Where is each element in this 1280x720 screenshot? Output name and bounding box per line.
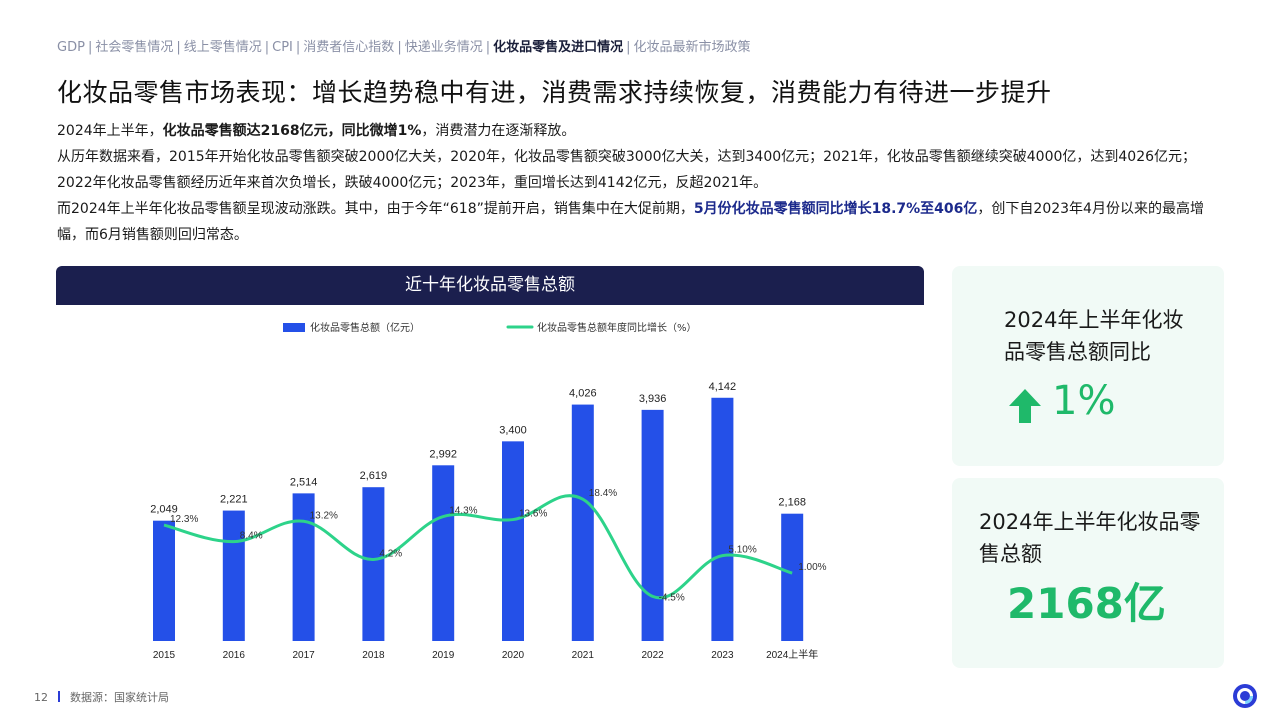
chart-card: 近十年化妆品零售总额 化妆品零售总额（亿元） 化妆品零售总额年度同比增长（%） 2,… <box>56 266 924 670</box>
bar-value-label: 3,400 <box>499 424 527 436</box>
bar-value-label: 2,992 <box>429 448 457 460</box>
nav-item-3[interactable]: CPI <box>272 40 293 55</box>
bar-value-label: 4,026 <box>569 388 597 400</box>
nav-item-2[interactable]: 线上零售情况 <box>183 40 262 55</box>
line-value-label: 18.4% <box>589 488 617 499</box>
footer-divider <box>58 691 60 702</box>
bar-value-label: 2,049 <box>150 504 178 516</box>
stat-card-total: 2024年上半年化妆品零售总额 2168亿 <box>952 478 1224 668</box>
x-tick-label: 2018 <box>362 650 385 661</box>
bar-value-label: 2,514 <box>290 476 318 488</box>
nav-separator: | <box>176 40 181 55</box>
x-tick-label: 2024上半年 <box>766 648 818 661</box>
stat-total-label: 2024年上半年化妆品零售总额 <box>979 510 1201 566</box>
x-tick-label: 2019 <box>432 650 455 661</box>
growth-line <box>163 494 793 600</box>
bar-2016 <box>222 510 245 641</box>
nav-item-1[interactable]: 社会零售情况 <box>95 40 174 55</box>
bar-2015 <box>153 520 175 641</box>
nav-breadcrumb: GDP | 社会零售情况 | 线上零售情况 | CPI | 消费者信心指数 | 快递业务情况 | 化妆品… <box>57 36 751 55</box>
stat-card-growth: 2024年上半年化妆品零售总额同比 1% <box>952 266 1224 466</box>
nav-item-5[interactable]: 快递业务情况 <box>404 40 483 55</box>
nav-separator: | <box>485 40 491 55</box>
data-source: 数据源：国家统计局 <box>70 691 169 704</box>
line-value-label: 12.3% <box>170 514 198 525</box>
bar-2020 <box>502 441 524 641</box>
bar-2022 <box>641 409 664 641</box>
line-value-label: 5.10% <box>728 545 756 556</box>
bar-value-label: 2,619 <box>360 470 388 482</box>
x-tick-label: 2023 <box>711 650 734 661</box>
x-tick-label: 2015 <box>153 650 176 661</box>
x-tick-label: 2020 <box>502 650 525 661</box>
chart-header: 近十年化妆品零售总额 <box>56 266 924 305</box>
highlight-sales: 化妆品零售额达2168亿元，同比微增1% <box>162 123 422 139</box>
line-value-label: 14.3% <box>449 506 477 517</box>
bar-value-label: 3,936 <box>639 393 667 405</box>
page-number: 12 <box>34 691 48 704</box>
footer: 12 数据源：国家统计局 <box>34 689 169 705</box>
bar-2024上半年 <box>781 513 804 641</box>
combo-chart: 化妆品零售总额（亿元） 化妆品零售总额年度同比增长（%） 2,049 2015 2,22… <box>150 321 826 661</box>
bar-2017 <box>292 493 315 641</box>
stat-growth-label: 2024年上半年化妆品零售总额同比 <box>1004 308 1184 364</box>
body-text: 2024年上半年，化妆品零售额达2168亿元，同比微增1%，消费潜力在逐渐释放。… <box>57 118 1227 248</box>
line-value-label: 4.2% <box>379 548 402 559</box>
page-title: 化妆品零售市场表现：增长趋势稳中有进，消费需求持续恢复，消费能力有待进一步提升 <box>57 78 1052 107</box>
paragraph-2: 从历年数据来看，2015年开始化妆品零售额突破2000亿大关，2020年，化妆品… <box>57 149 1197 191</box>
arrow-up-icon <box>1009 389 1041 423</box>
bar-value-label: 2,221 <box>220 494 248 506</box>
x-tick-label: 2017 <box>292 650 315 661</box>
line-value-label: 13.2% <box>310 510 338 521</box>
bar-value-label: 2,168 <box>778 497 806 509</box>
x-tick-label: 2021 <box>572 650 595 661</box>
nav-separator: | <box>397 40 402 55</box>
bar-value-label: 4,142 <box>709 381 737 393</box>
nav-separator: | <box>295 40 301 55</box>
flywheel-logo-icon <box>1233 684 1257 708</box>
x-tick-label: 2022 <box>641 650 664 661</box>
stat-growth-value: 1% <box>1052 378 1116 424</box>
nav-item-4[interactable]: 消费者信心指数 <box>303 40 395 55</box>
line-value-label: 13.6% <box>519 509 547 520</box>
line-value-label: 1.00% <box>798 562 826 573</box>
stat-total-value: 2168亿 <box>1007 579 1166 628</box>
bar-2023 <box>711 397 734 641</box>
legend-label-line: 化妆品零售总额年度同比增长（%） <box>537 321 697 334</box>
line-value-label: 8.4% <box>240 531 263 542</box>
nav-item-0[interactable]: GDP <box>57 40 85 55</box>
highlight-may: 5月份化妆品零售额同比增长18.7%至406亿 <box>693 201 978 217</box>
legend-swatch-bar <box>283 323 305 332</box>
nav-separator: | <box>264 40 270 55</box>
paragraph-1: 2024年上半年，化妆品零售额达2168亿元，同比微增1%，消费潜力在逐渐释放。 <box>57 123 576 139</box>
nav-separator: | <box>87 40 93 55</box>
bar-2021 <box>571 404 594 641</box>
bar-2019 <box>432 465 455 641</box>
legend-label-bar: 化妆品零售总额（亿元） <box>310 321 420 334</box>
nav-separator: | <box>626 40 631 55</box>
paragraph-3: 而2024年上半年化妆品零售额呈现波动涨跌。其中，由于今年“618”提前开启，销… <box>57 201 1204 243</box>
bar-2018 <box>362 487 385 641</box>
nav-item-7[interactable]: 化妆品最新市场政策 <box>633 40 751 55</box>
nav-item-6[interactable]: 化妆品零售及进口情况 <box>493 40 624 55</box>
x-tick-label: 2016 <box>223 650 246 661</box>
line-value-label: -4.5% <box>659 592 685 603</box>
